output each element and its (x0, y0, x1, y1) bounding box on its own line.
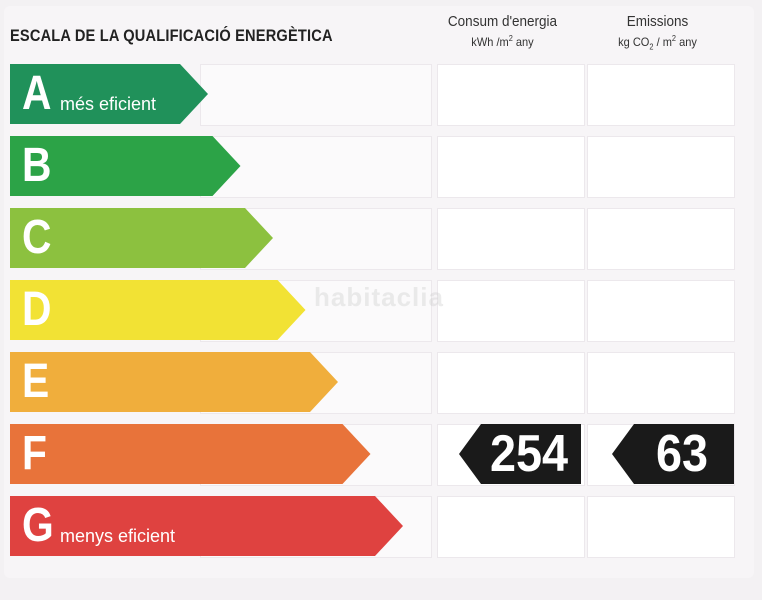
consum-heading: Consum d'energia (447, 13, 558, 30)
consum-cell (437, 496, 585, 558)
consum-cell (437, 352, 585, 414)
rating-letter: G (22, 499, 54, 552)
rating-bar-f: F (10, 424, 371, 484)
rating-bar-b: B (10, 136, 241, 196)
emissions-heading: Emissions (626, 13, 689, 30)
rating-letter: A (22, 67, 52, 120)
rating-bar-c: C (10, 208, 273, 268)
rating-bar-arrow (10, 64, 208, 124)
consum-cell (437, 280, 585, 342)
watermark: habitaclia (314, 282, 444, 312)
rating-bar-shape (10, 352, 338, 412)
emissions-cell (587, 64, 735, 126)
rating-bar-shape (10, 136, 241, 196)
rating-bar-arrow (10, 208, 273, 268)
rating-letter: B (22, 139, 52, 192)
consum-value-text: 254 (489, 425, 569, 483)
rating-bar-shape (10, 496, 403, 556)
label-cell (200, 64, 432, 126)
rating-letter: D (22, 283, 52, 336)
rating-bar-arrow (10, 352, 338, 412)
emissions-cell (587, 496, 735, 558)
consum-cell (437, 64, 585, 126)
emissions-unit: kg CO2 / m2 any (618, 34, 697, 52)
consum-unit: kWh /m2 any (471, 34, 534, 49)
emissions-cell (587, 136, 735, 198)
emissions-cell (587, 208, 735, 270)
rating-bar-arrow (10, 136, 241, 196)
column-header-emissions: Emissions kg CO2 / m2 any (585, 13, 730, 51)
rating-bar-shape (10, 64, 208, 124)
rating-bar-e: E (10, 352, 338, 412)
rating-letter: E (22, 355, 50, 408)
rating-bar-arrow (10, 424, 371, 484)
consum-value: 254 (459, 424, 581, 484)
consum-value-arrow (459, 424, 581, 484)
emissions-value-arrow (612, 424, 734, 484)
emissions-cell (587, 352, 735, 414)
rating-bar-arrow (10, 496, 403, 556)
consum-cell (437, 208, 585, 270)
rating-letter: F (22, 427, 47, 480)
page-title: ESCALA DE LA QUALIFICACIÓ ENERGÈTICA (10, 26, 333, 45)
rating-sublabel: menys eficient (60, 526, 176, 546)
column-header-consum: Consum d'energia kWh /m2 any (430, 13, 575, 49)
consum-cell (437, 136, 585, 198)
rating-letter: C (22, 211, 52, 264)
rating-bar-d: D (10, 280, 306, 340)
emissions-cell (587, 280, 735, 342)
consum-value-shape (459, 424, 581, 484)
rating-sublabel: més eficient (60, 94, 157, 114)
emissions-value: 63 (612, 424, 734, 484)
rating-bar-shape (10, 424, 371, 484)
rating-bar-shape (10, 280, 306, 340)
emissions-value-text: 63 (655, 425, 709, 483)
rating-bar-arrow (10, 280, 306, 340)
rating-bar-shape (10, 208, 273, 268)
emissions-value-shape (612, 424, 734, 484)
